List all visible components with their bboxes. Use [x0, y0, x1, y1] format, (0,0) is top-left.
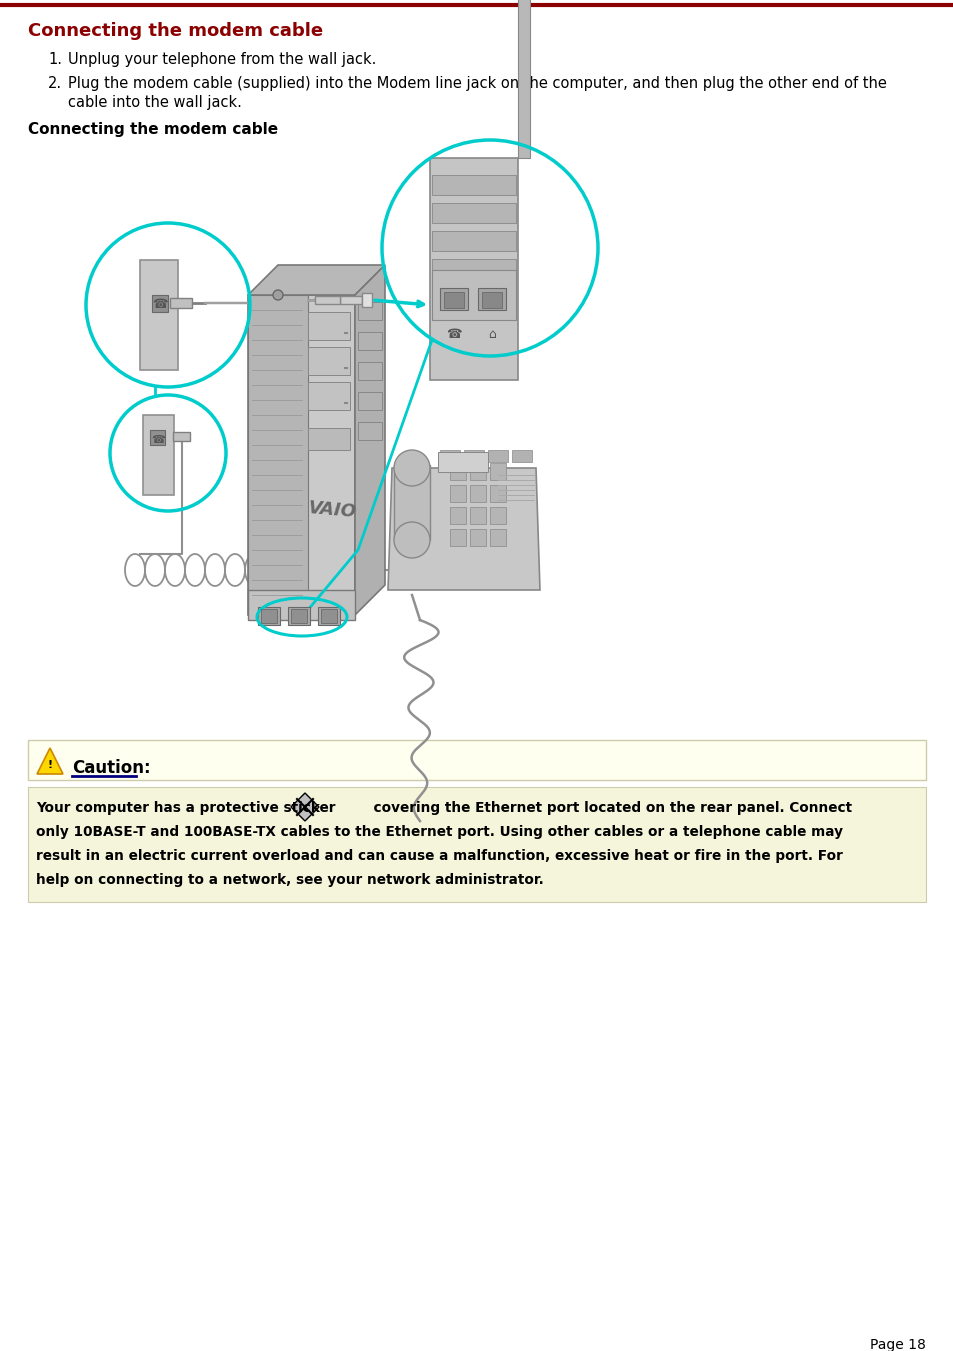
Bar	[308, 428, 350, 450]
Polygon shape	[314, 296, 339, 304]
Bar	[261, 609, 276, 623]
Bar	[308, 312, 350, 340]
Text: Plug the modem cable (supplied) into the Modem line jack on the computer, and th: Plug the modem cable (supplied) into the…	[68, 76, 886, 91]
Bar	[488, 450, 507, 462]
Polygon shape	[388, 467, 539, 590]
Bar	[432, 286, 516, 307]
Text: !: !	[48, 761, 52, 770]
Bar	[470, 507, 485, 524]
Text: cable into the wall jack.: cable into the wall jack.	[68, 95, 242, 109]
Bar	[450, 485, 465, 503]
Text: Caution:: Caution:	[71, 759, 151, 777]
Polygon shape	[291, 793, 318, 821]
Text: Connecting the modem cable: Connecting the modem cable	[28, 22, 323, 41]
Text: ☎: ☎	[151, 435, 165, 444]
Polygon shape	[430, 158, 517, 380]
Bar	[357, 362, 381, 380]
Polygon shape	[172, 432, 190, 440]
Text: Your computer has a protective sticker        covering the Ethernet port located: Your computer has a protective sticker c…	[36, 801, 851, 815]
Polygon shape	[37, 748, 63, 774]
Bar	[450, 463, 465, 480]
Bar	[248, 295, 308, 615]
Bar	[357, 332, 381, 350]
Bar	[437, 453, 488, 471]
Polygon shape	[170, 299, 192, 308]
Bar	[470, 463, 485, 480]
Bar	[470, 485, 485, 503]
Bar	[432, 270, 516, 320]
Polygon shape	[339, 296, 361, 304]
Bar	[28, 740, 925, 780]
Bar	[481, 292, 501, 308]
Circle shape	[394, 521, 430, 558]
Bar	[432, 176, 516, 195]
Bar	[512, 450, 532, 462]
Bar	[257, 607, 280, 626]
Bar	[450, 530, 465, 546]
Bar	[288, 607, 310, 626]
Polygon shape	[361, 293, 372, 307]
Bar	[317, 607, 339, 626]
Text: Page 18: Page 18	[869, 1337, 925, 1351]
Text: ⌂: ⌂	[488, 328, 496, 342]
Polygon shape	[248, 265, 385, 295]
Bar	[357, 303, 381, 320]
Circle shape	[394, 450, 430, 486]
Text: result in an electric current overload and can cause a malfunction, excessive he: result in an electric current overload a…	[36, 848, 842, 863]
Bar	[490, 507, 505, 524]
Text: VAIO: VAIO	[307, 499, 356, 521]
Bar	[308, 347, 350, 376]
Text: Connecting the modem cable: Connecting the modem cable	[28, 122, 278, 136]
Bar	[439, 450, 459, 462]
Text: ☎: ☎	[152, 299, 168, 312]
Polygon shape	[152, 295, 168, 312]
Bar	[432, 203, 516, 223]
Bar	[443, 292, 463, 308]
Text: help on connecting to a network, see your network administrator.: help on connecting to a network, see you…	[36, 873, 543, 888]
Bar	[517, 0, 530, 158]
Bar	[490, 463, 505, 480]
Bar	[463, 450, 483, 462]
Bar	[439, 288, 468, 309]
Polygon shape	[143, 415, 173, 494]
Text: 1.: 1.	[48, 51, 62, 68]
Polygon shape	[150, 430, 165, 444]
Bar	[490, 485, 505, 503]
Bar	[470, 530, 485, 546]
Circle shape	[273, 290, 283, 300]
Polygon shape	[394, 465, 430, 540]
Text: 2.: 2.	[48, 76, 62, 91]
Polygon shape	[248, 295, 355, 615]
Bar	[357, 422, 381, 440]
Polygon shape	[140, 259, 178, 370]
Bar	[357, 392, 381, 409]
Text: only 10BASE-T and 100BASE-TX cables to the Ethernet port. Using other cables or : only 10BASE-T and 100BASE-TX cables to t…	[36, 825, 842, 839]
Bar	[248, 590, 355, 620]
Bar	[432, 259, 516, 280]
Bar	[308, 382, 350, 409]
Bar	[432, 231, 516, 251]
Bar	[320, 609, 336, 623]
Polygon shape	[355, 265, 385, 615]
Bar	[28, 788, 925, 902]
Text: Unplug your telephone from the wall jack.: Unplug your telephone from the wall jack…	[68, 51, 376, 68]
Bar	[490, 530, 505, 546]
Bar	[477, 288, 505, 309]
Bar	[450, 507, 465, 524]
Text: ☎: ☎	[446, 328, 461, 342]
Bar	[291, 609, 307, 623]
